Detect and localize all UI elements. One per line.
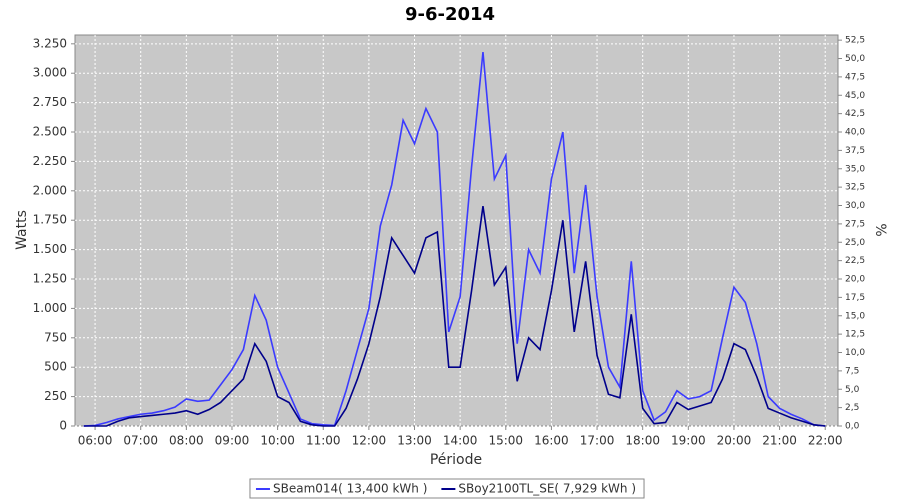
y2-tick-label: 15,0 [845,311,865,321]
y-tick-label: 3.000 [33,66,67,80]
x-tick-label: 07:00 [123,434,158,448]
y-tick-label: 1.250 [33,272,67,286]
y2-tick-label: 40,0 [845,128,865,138]
x-tick-label: 15:00 [488,434,523,448]
x-tick-label: 10:00 [260,434,295,448]
x-tick-label: 18:00 [625,434,660,448]
y-tick-label: 2.000 [33,183,67,197]
y-tick-label: 250 [44,389,67,403]
y2-tick-label: 20,0 [845,275,865,285]
y2-tick-label: 22,5 [845,256,865,266]
x-tick-label: 17:00 [580,434,615,448]
y2-tick-label: 5,0 [845,385,860,395]
x-tick-label: 14:00 [443,434,478,448]
y-tick-label: 2.250 [33,154,67,168]
y2-tick-label: 45,0 [845,91,865,101]
y2-tick-label: 35,0 [845,164,865,174]
y-tick-label: 2.500 [33,125,67,139]
x-tick-label: 13:00 [397,434,432,448]
y2-tick-label: 27,5 [845,219,865,229]
x-axis-label: Période [430,452,482,468]
series-line [83,205,826,427]
y2-tick-label: 10,0 [845,348,865,358]
y-tick-label: 1.750 [33,213,67,227]
y2-tick-label: 0,0 [845,422,860,432]
y-tick-label: 1.500 [33,242,67,256]
chart-title: 9-6-2014 [405,4,495,25]
y2-tick-label: 52,5 [845,36,865,46]
x-tick-label: 08:00 [169,434,204,448]
x-tick-label: 19:00 [671,434,706,448]
y2-tick-label: 17,5 [845,293,865,303]
x-tick-label: 09:00 [215,434,250,448]
y2-tick-label: 50,0 [845,54,865,64]
legend-label: SBoy2100TL_SE( 7,929 kWh ) [458,482,636,496]
y-tick-label: 0 [59,419,67,433]
y2-tick-label: 25,0 [845,238,865,248]
y2-tick-label: 7,5 [845,366,859,376]
y2-tick-label: 37,5 [845,146,865,156]
y-tick-label: 3.250 [33,36,67,50]
x-tick-label: 11:00 [306,434,341,448]
legend-label: SBeam014( 13,400 kWh ) [273,482,427,496]
y2-tick-label: 32,5 [845,183,865,193]
x-tick-label: 12:00 [352,434,387,448]
x-tick-label: 22:00 [808,434,843,448]
y-tick-label: 2.750 [33,95,67,109]
x-tick-label: 20:00 [717,434,752,448]
y2-tick-label: 30,0 [845,201,865,211]
x-tick-label: 21:00 [762,434,797,448]
y-tick-label: 750 [44,330,67,344]
y2-axis-label: % [872,223,888,236]
plot-area [74,34,839,427]
y-tick-label: 500 [44,360,67,374]
series-line [83,51,826,427]
y2-tick-label: 47,5 [845,72,865,82]
y2-tick-label: 42,5 [845,109,865,119]
y-axis-label: Watts [14,210,30,250]
x-tick-label: 16:00 [534,434,569,448]
y2-tick-label: 12,5 [845,330,865,340]
y-tick-label: 1.000 [33,301,67,315]
y2-tick-label: 2,5 [845,403,859,413]
x-tick-label: 06:00 [78,434,113,448]
